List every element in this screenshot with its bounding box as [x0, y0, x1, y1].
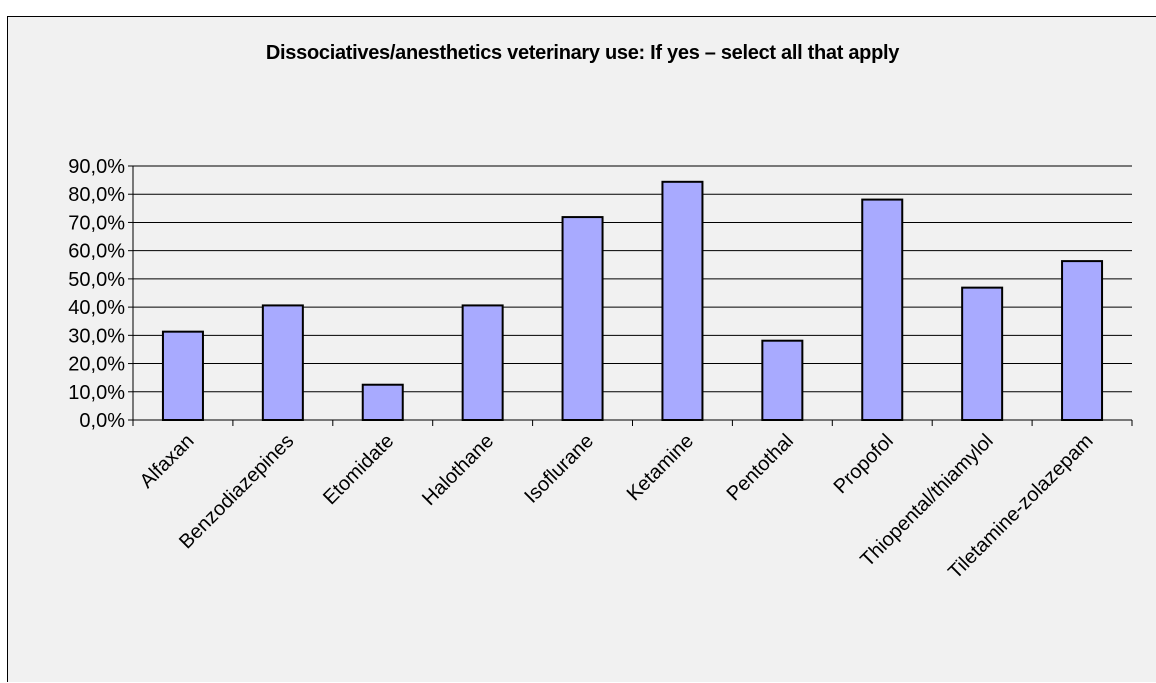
bar: [1061, 260, 1104, 421]
bar: [461, 304, 504, 422]
bar: [661, 180, 704, 421]
y-tick-label: 0,0%: [79, 410, 125, 432]
bar: [861, 198, 904, 421]
y-tick-label: 60,0%: [68, 241, 125, 263]
y-tick-label: 40,0%: [68, 297, 125, 319]
bar: [561, 216, 604, 421]
y-tick-labels: 0,0% 10,0% 20,0% 30,0% 40,0% 50,0% 60,0% 70,0% 8…: [68, 156, 125, 432]
y-tick-label: 80,0%: [68, 184, 125, 206]
y-tick-label: 20,0%: [68, 354, 125, 376]
x-tick-label: Isoflurane: [520, 430, 598, 508]
chart-title: Dissociatives/anesthetics veterinary use…: [265, 42, 900, 64]
x-tick-label: Propofol: [830, 430, 898, 498]
x-tick-label: Alfaxan: [136, 430, 199, 493]
x-tick-label: Etomidate: [319, 430, 398, 509]
y-tick-label: 30,0%: [68, 325, 125, 347]
y-tick-label: 50,0%: [68, 269, 125, 291]
bar: [961, 286, 1004, 422]
axes: [128, 165, 1133, 426]
x-tick-label: Pentothal: [723, 430, 798, 505]
y-tick-label: 10,0%: [68, 382, 125, 404]
bar: [361, 383, 404, 422]
x-tick-label: Ketamine: [623, 430, 698, 505]
bar: [761, 339, 804, 421]
chart-area: Dissociatives/anesthetics veterinary use…: [7, 16, 1156, 682]
bar-chart: 0,0% 10,0% 20,0% 30,0% 40,0% 50,0% 60,0% 70,0% 8…: [68, 156, 1133, 583]
bars: [161, 180, 1104, 422]
bar: [161, 330, 204, 422]
y-tick-label: 90,0%: [68, 156, 125, 178]
bar: [261, 304, 304, 422]
x-tick-label: Halothane: [418, 430, 498, 510]
y-tick-label: 70,0%: [68, 212, 125, 234]
